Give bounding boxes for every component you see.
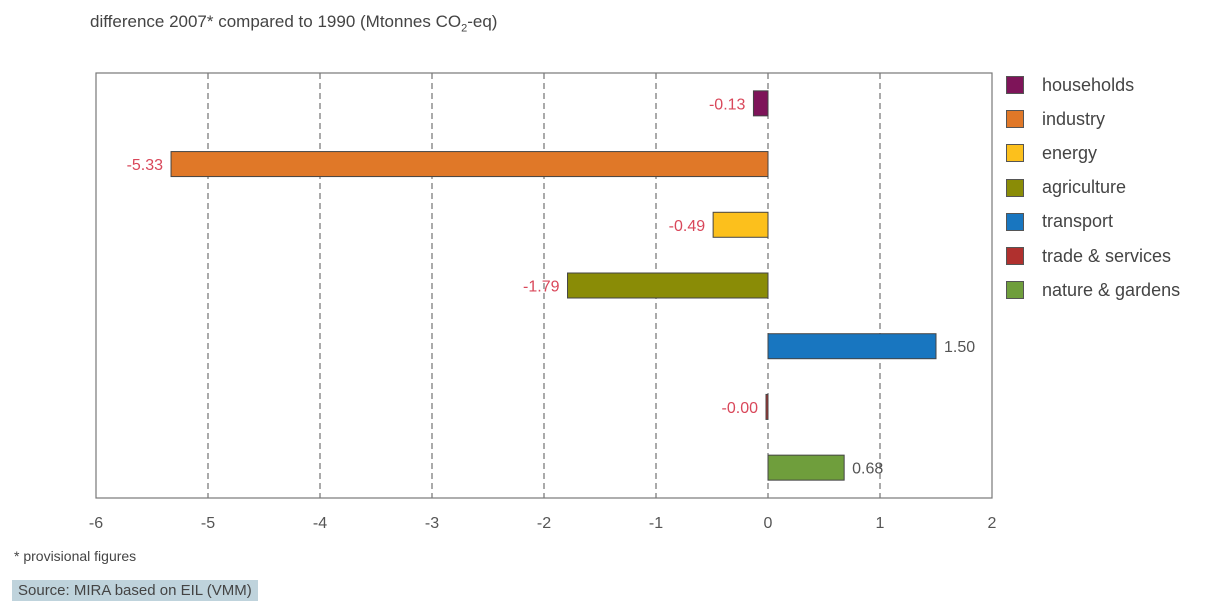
bar-industry (170, 151, 769, 178)
value-label: -0.49 (669, 218, 706, 235)
legend-label: transport (1042, 211, 1114, 232)
x-tick-label: -2 (537, 515, 551, 532)
x-tick-label: -3 (425, 515, 439, 532)
legend-label: nature & gardens (1042, 279, 1181, 300)
legend-item: industry (1006, 102, 1180, 136)
footnote: * provisional figures (14, 548, 137, 564)
legend-swatch (1006, 247, 1024, 266)
legend-label: energy (1042, 142, 1098, 163)
bars (170, 90, 937, 481)
x-tick-label: -4 (313, 515, 327, 532)
x-tick-label: -5 (201, 515, 215, 532)
x-tick-label: 1 (876, 515, 885, 532)
bar-transport (767, 333, 937, 360)
chart-title: difference 2007* compared to 1990 (Mtonn… (90, 12, 498, 35)
source-note: Source: MIRA based on EIL (VMM) (12, 580, 258, 601)
legend-label: agriculture (1042, 177, 1127, 198)
x-tick-label: 0 (764, 515, 773, 532)
legend-label: industry (1042, 108, 1106, 129)
legend-label: households (1042, 74, 1135, 95)
legend-item: agriculture (1006, 171, 1180, 205)
bar-households (752, 90, 769, 117)
legend-label: trade & services (1042, 245, 1172, 266)
bar-nature-gardens (767, 454, 845, 481)
value-labels: -0.13 -5.33 -0.49 -1.79 1.50 -0.00 0.68 (127, 96, 976, 477)
value-label: -5.33 (127, 157, 164, 174)
legend-swatch (1006, 110, 1024, 129)
legend: households industry energy agriculture trans… (1006, 68, 1180, 307)
legend-item: nature & gardens (1006, 273, 1180, 307)
legend-swatch (1006, 178, 1024, 197)
legend-item: trade & services (1006, 239, 1180, 273)
legend-swatch (1006, 144, 1024, 163)
x-tick-label: 2 (988, 515, 997, 532)
x-tick-label: -1 (649, 515, 663, 532)
plot-frame (95, 72, 993, 499)
value-label: -0.00 (722, 400, 759, 417)
bar-energy (712, 211, 769, 238)
bar-agriculture (567, 272, 769, 299)
legend-swatch (1006, 76, 1024, 95)
value-label: 1.50 (944, 339, 975, 356)
legend-swatch (1006, 212, 1024, 231)
grid-lines (207, 73, 881, 498)
legend-item: transport (1006, 205, 1180, 239)
value-label: -1.79 (523, 279, 560, 296)
bar-trade-services (765, 393, 769, 420)
legend-item: households (1006, 68, 1180, 102)
x-tick-label: -6 (89, 515, 103, 532)
legend-item: energy (1006, 136, 1180, 170)
value-label: -0.13 (709, 96, 746, 113)
legend-swatch (1006, 281, 1024, 300)
value-label: 0.68 (852, 461, 883, 478)
x-axis-ticks: -6 -5 -4 -3 -2 -1 0 1 2 (89, 515, 997, 532)
